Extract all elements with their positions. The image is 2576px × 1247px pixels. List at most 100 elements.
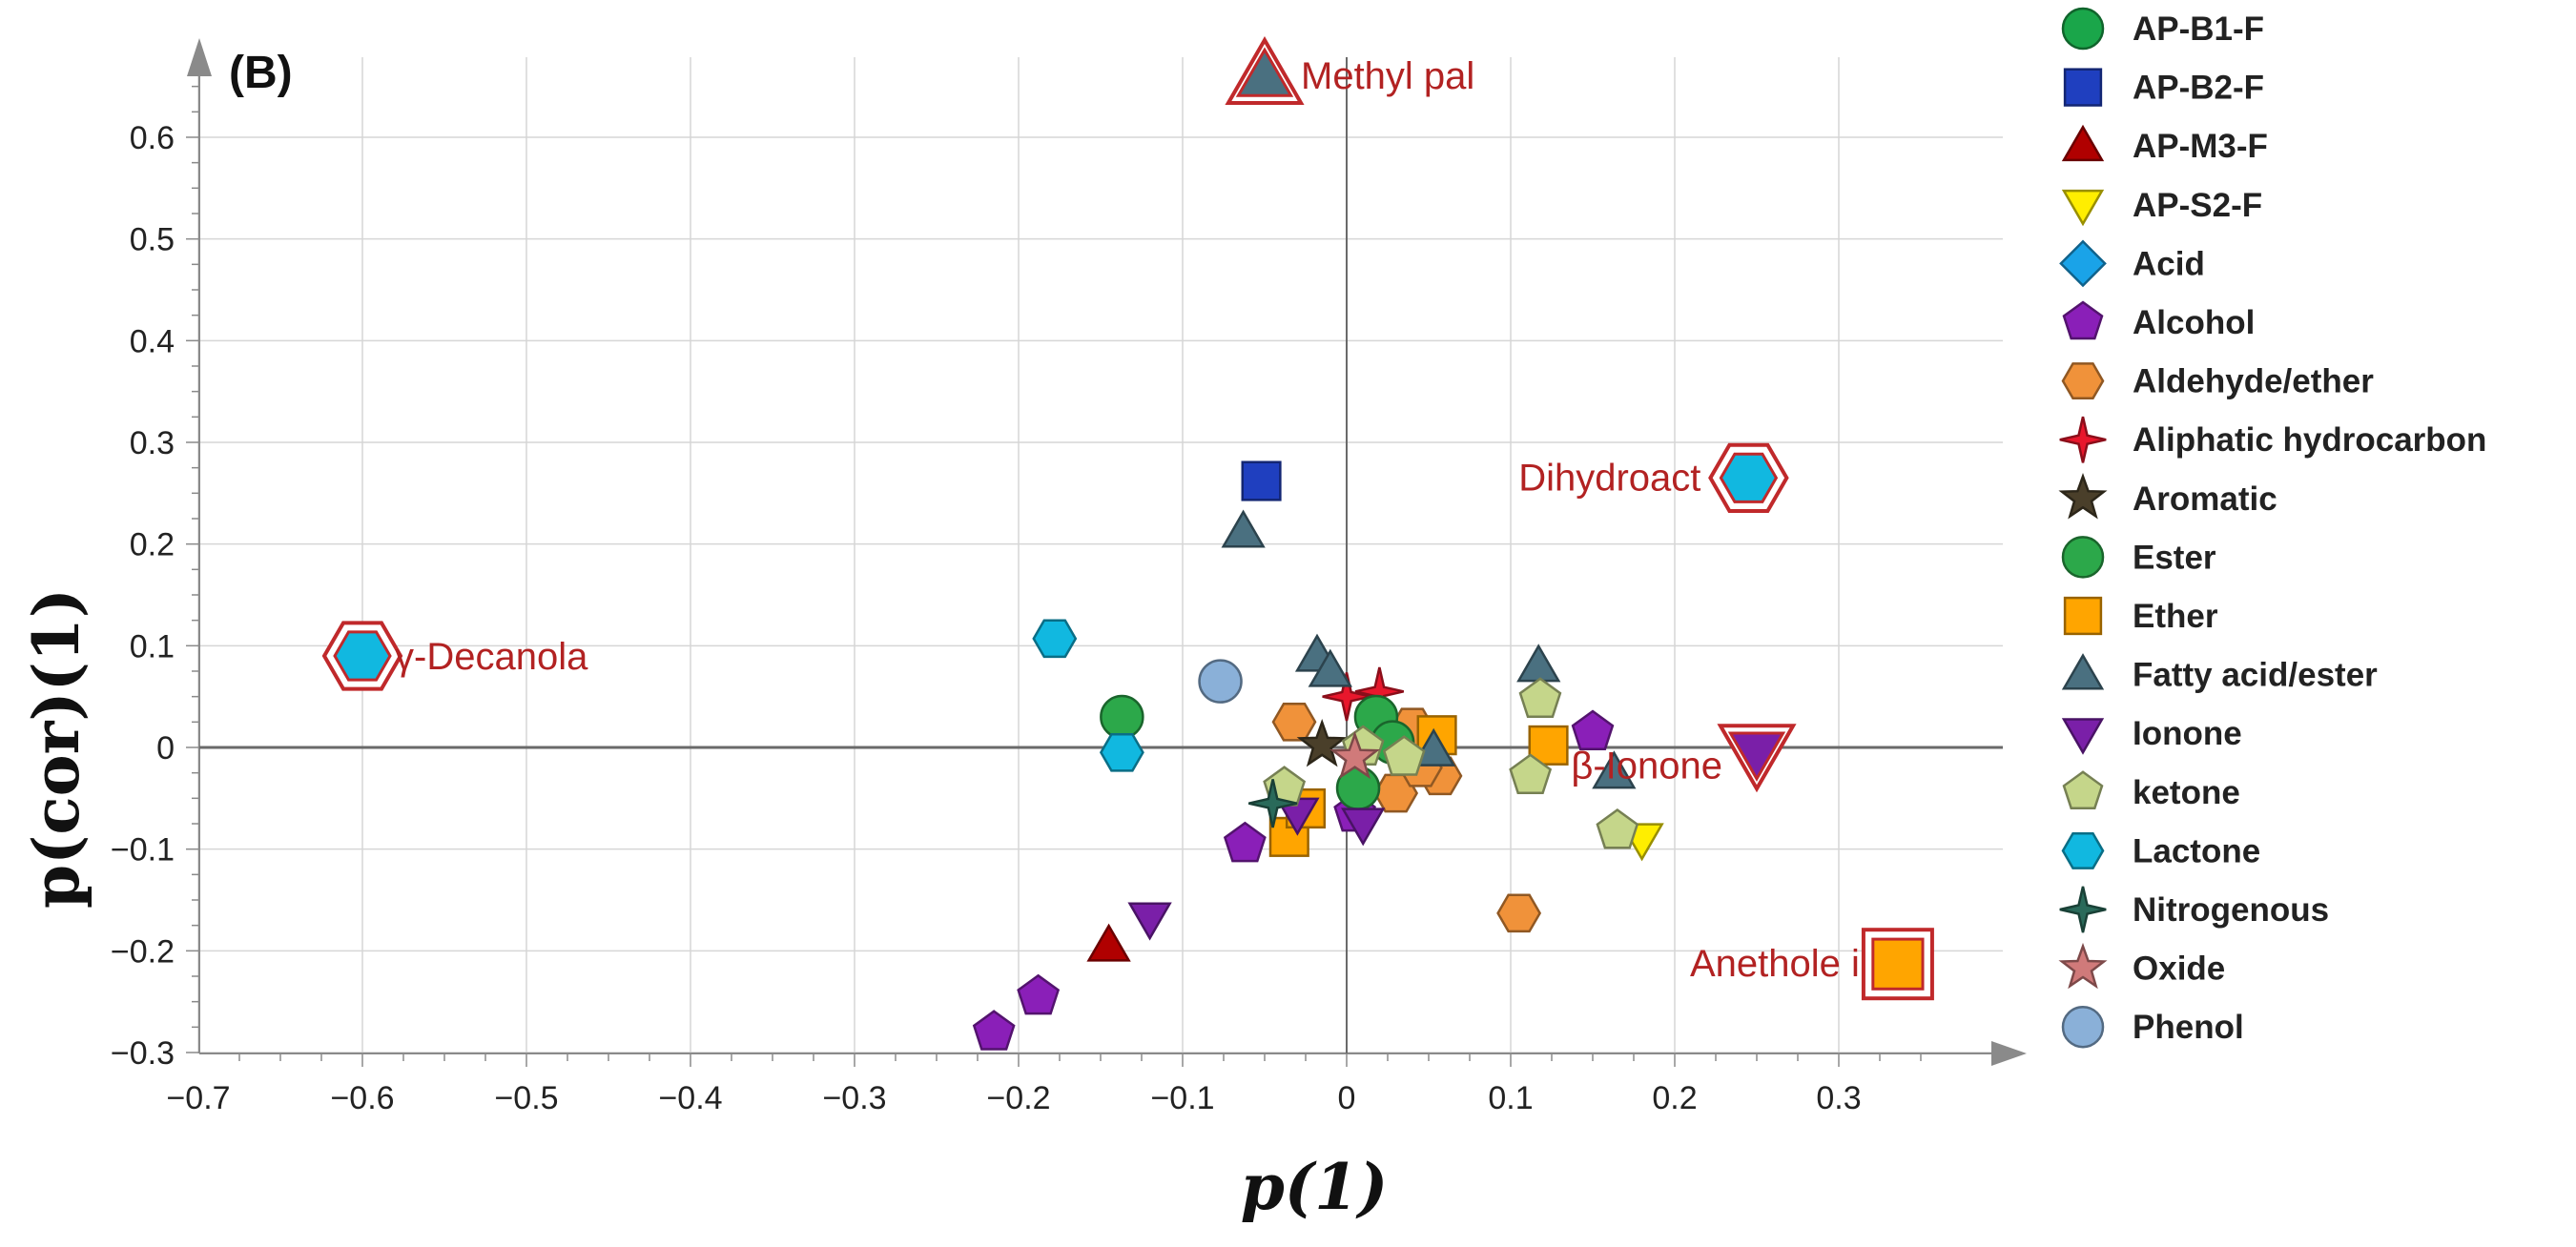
data-point-nitrogenous: [1248, 779, 1298, 828]
legend-marker-12: [2061, 718, 2105, 755]
y-tick-label: 0.1: [130, 628, 175, 664]
data-point-ketone: [1382, 735, 1426, 776]
data-points: [972, 460, 1664, 1051]
data-point-lactone: [1032, 619, 1078, 659]
annotations: Methyl pal Dihydroact γ-Decanola β-Ionone An…: [321, 35, 1934, 1001]
x-tick-label: −0.7: [166, 1080, 230, 1116]
data-point-alcohol: [1017, 973, 1061, 1015]
legend-marker-13: [2062, 770, 2104, 810]
highlight-point-4: [1871, 937, 1925, 991]
annotation-label: Dihydroact: [1518, 457, 1700, 499]
legend-marker-4: [2059, 239, 2107, 288]
legend-marker-5: [2062, 300, 2104, 340]
legend-label: Lactone: [2133, 832, 2260, 869]
legend-marker-9: [2061, 536, 2105, 579]
panel-label: (B): [229, 48, 293, 98]
x-tick-label: −0.2: [986, 1080, 1050, 1116]
annotation-label: Anethole i: [1690, 943, 1860, 985]
x-tick-label: 0.3: [1816, 1080, 1861, 1116]
legend-marker-17: [2061, 1005, 2105, 1049]
x-tick-label: 0.2: [1652, 1080, 1697, 1116]
legend-label: Aliphatic hydrocarbon: [2133, 421, 2486, 459]
y-tick-label: −0.1: [111, 832, 175, 869]
legend-label: Aromatic: [2133, 480, 2277, 518]
legend-marker-10: [2063, 596, 2103, 636]
annotation-label: γ-Decanola: [395, 636, 588, 678]
data-point-phenol: [1198, 659, 1243, 704]
y-tick-label: 0.5: [130, 222, 175, 258]
legend-label: Phenol: [2133, 1009, 2244, 1046]
legend-label: Ether: [2133, 598, 2218, 635]
data-point-ketone: [1596, 807, 1639, 849]
axes: [186, 38, 2027, 1067]
x-tick-label: 0.1: [1488, 1080, 1533, 1116]
data-point-fatty-acid-ester: [1412, 727, 1456, 767]
x-tick-label: −0.1: [1150, 1080, 1214, 1116]
legend-marker-11: [2061, 653, 2105, 690]
legend: AP-B1-F AP-B2-F AP-M3-F AP-S2-F Acid Alcohol A…: [2058, 7, 2486, 1049]
data-point-fatty-acid-ester: [1516, 644, 1561, 683]
legend-label: Ionone: [2133, 715, 2242, 752]
legend-marker-6: [2061, 362, 2105, 400]
legend-marker-15: [2059, 886, 2107, 933]
y-tick-label: 0.3: [130, 425, 175, 461]
legend-label: Aldehyde/ether: [2133, 363, 2374, 400]
legend-label: Nitrogenous: [2133, 891, 2329, 929]
legend-label: AP-B1-F: [2133, 10, 2264, 48]
legend-marker-8: [2058, 473, 2108, 520]
highlight-point-2: [333, 630, 392, 682]
data-point-ketone: [1509, 753, 1553, 794]
data-point-alcohol: [972, 1010, 1016, 1051]
legend-label: ketone: [2133, 774, 2240, 811]
highlight-point-3: [1727, 731, 1786, 782]
y-tick-label: 0.6: [130, 120, 175, 156]
data-point-fatty-acid-ester: [1592, 750, 1637, 789]
y-tick-label: −0.2: [111, 933, 175, 970]
y-tick-label: 0.2: [130, 527, 175, 563]
annotation-label: β-Ionone: [1571, 745, 1722, 787]
data-point-aldehyde-ether: [1271, 703, 1317, 742]
data-point-alcohol: [1571, 709, 1615, 751]
x-tick-label: −0.5: [494, 1080, 558, 1116]
legend-label: AP-M3-F: [2133, 128, 2268, 165]
legend-label: Ester: [2133, 539, 2216, 576]
grid: [197, 57, 2003, 1053]
legend-label: AP-S2-F: [2133, 187, 2262, 224]
y-axis-arrow: [187, 38, 212, 76]
data-point-oxide: [1329, 730, 1381, 780]
y-tick-label: 0.4: [130, 323, 175, 359]
annotation-label: Methyl pal: [1301, 55, 1474, 97]
data-point-ketone: [1518, 677, 1562, 718]
data-point-aldehyde-ether: [1496, 893, 1542, 933]
data-point-ionone: [1341, 807, 1386, 847]
y-tick-label: 0: [156, 730, 175, 767]
legend-marker-7: [2059, 416, 2107, 463]
x-axis-arrow: [1991, 1041, 2027, 1066]
x-tick-label: −0.4: [658, 1080, 722, 1116]
data-point-ester: [1100, 694, 1144, 740]
data-point-ap-b2-f: [1241, 460, 1282, 501]
legend-marker-1: [2063, 68, 2103, 107]
legend-marker-3: [2061, 189, 2105, 227]
x-tick-label: −0.6: [330, 1080, 394, 1116]
legend-marker-16: [2058, 942, 2108, 990]
x-tick-label: 0: [1338, 1080, 1356, 1116]
legend-label: AP-B2-F: [2133, 70, 2264, 107]
legend-label: Oxide: [2133, 951, 2225, 988]
tick-labels: −0.7 −0.6 −0.5 −0.4 −0.3 −0.2 −0.1 0 0.1 0.2 0.3 −0…: [111, 120, 1862, 1116]
data-point-ionone: [1127, 902, 1172, 941]
data-point-lactone: [1099, 733, 1144, 772]
highlight-point-0: [1235, 47, 1294, 97]
legend-label: Alcohol: [2133, 304, 2255, 341]
highlight-point-1: [1719, 452, 1779, 503]
data-point-fatty-acid-ester: [1221, 509, 1266, 548]
data-point-aromatic: [1296, 718, 1348, 767]
legend-marker-14: [2061, 831, 2105, 869]
data-point-aliphatic-hydrocarbon: [1322, 672, 1371, 722]
legend-label: Fatty acid/ester: [2133, 657, 2378, 694]
data-point-fatty-acid-ester: [1308, 648, 1352, 687]
data-point-alcohol: [1223, 821, 1267, 863]
legend-marker-0: [2061, 7, 2105, 51]
x-tick-label: −0.3: [822, 1080, 886, 1116]
